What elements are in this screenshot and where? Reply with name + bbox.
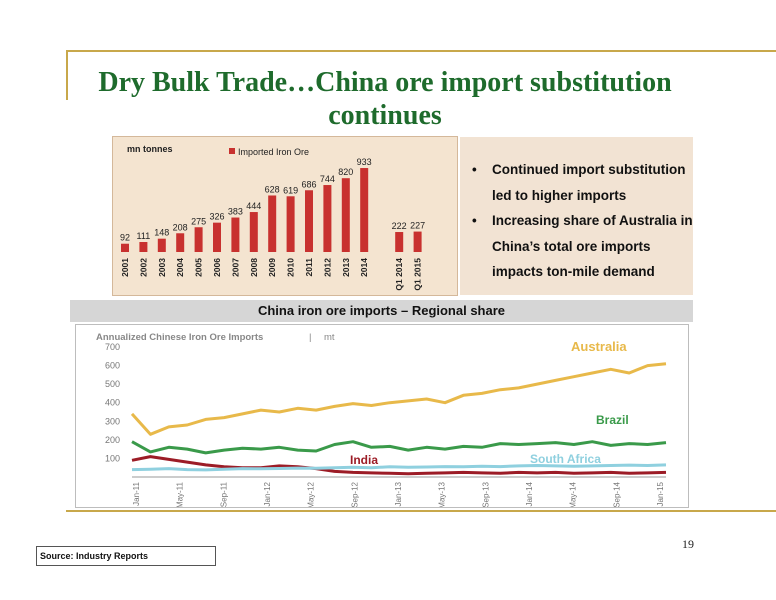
line-y-tick-label: 600 xyxy=(105,361,120,371)
bar-q1-2015 xyxy=(413,231,422,252)
series-label-australia: Australia xyxy=(571,339,627,354)
line-x-tick-label: Jan-13 xyxy=(394,481,403,506)
bar-data-label: 326 xyxy=(209,212,224,222)
bar-x-tick-label: 2008 xyxy=(249,258,259,277)
bar-data-label: 222 xyxy=(392,221,407,231)
series-line-india xyxy=(131,455,667,476)
series-label-brazil: Brazil xyxy=(596,413,629,427)
line-x-tick-label: Jan-14 xyxy=(525,481,534,506)
line-x-tick-label: May-14 xyxy=(569,481,578,507)
line-chart: Annualized Chinese Iron Ore Imports | mt 10… xyxy=(96,332,667,509)
bar-2003 xyxy=(157,238,166,252)
bar-x-tick-label: Q1 2014 xyxy=(394,258,404,291)
bar-x-tick-label: 2010 xyxy=(286,258,296,277)
bar-data-label: 820 xyxy=(338,167,353,177)
series-line-australia xyxy=(130,362,667,436)
bar-2005 xyxy=(194,227,203,252)
bar-x-tick-label: 2002 xyxy=(138,258,148,277)
line-x-tick-label: Sep-13 xyxy=(481,481,490,507)
bar-2013 xyxy=(341,178,350,252)
page-number: 19 xyxy=(682,537,694,551)
line-chart-title: Annualized Chinese Iron Ore Imports xyxy=(96,332,263,343)
line-y-tick-label: 100 xyxy=(105,453,120,463)
line-x-tick-label: May-13 xyxy=(438,481,447,507)
bullet-panel: Continued import substitution led to hig… xyxy=(460,137,693,295)
bar-data-label: 628 xyxy=(265,184,280,194)
bar-data-label: 275 xyxy=(191,216,206,226)
bar-data-label: 208 xyxy=(173,222,188,232)
series-label-india: India xyxy=(350,453,378,467)
line-y-tick-label: 300 xyxy=(105,416,120,426)
line-x-tick-label: Jan-11 xyxy=(132,481,141,505)
bar-chart-unit-label: mn tonnes xyxy=(127,144,173,154)
bar-x-tick-label: Q1 2015 xyxy=(413,258,423,291)
line-x-tick-label: May-11 xyxy=(176,481,185,507)
bar-x-tick-label: 2012 xyxy=(322,258,332,277)
bar-2004 xyxy=(176,233,185,252)
bar-legend-swatch xyxy=(229,148,235,154)
bar-data-label: 92 xyxy=(120,233,130,243)
bar-x-tick-label: 2003 xyxy=(157,258,167,277)
bar-2006 xyxy=(213,222,221,252)
bar-data-label: 111 xyxy=(137,231,151,241)
bar-data-label: 744 xyxy=(320,174,335,184)
bar-x-tick-label: 2004 xyxy=(175,258,185,277)
line-chart-panel: Annualized Chinese Iron Ore Imports | mt 10… xyxy=(75,324,689,509)
bar-2014 xyxy=(360,168,369,252)
series-line-south-africa xyxy=(131,463,667,472)
line-x-tick-label: Sep-14 xyxy=(612,481,621,507)
bar-2008 xyxy=(249,212,258,252)
bar-data-label: 148 xyxy=(154,228,169,238)
line-chart-separator: | xyxy=(309,332,311,343)
line-y-tick-label: 700 xyxy=(105,342,120,352)
regional-share-subtitle: China iron ore imports – Regional share xyxy=(70,300,693,322)
source-note: Source: Industry Reports xyxy=(36,546,216,566)
bar-2011 xyxy=(305,190,313,252)
decorative-vertical-rule xyxy=(66,50,68,100)
bar-data-label: 686 xyxy=(301,179,316,189)
line-y-tick-label: 200 xyxy=(105,435,120,445)
bar-2001 xyxy=(121,243,129,252)
line-x-tick-label: Sep-12 xyxy=(350,481,359,507)
bar-2012 xyxy=(323,185,332,252)
bar-x-tick-label: 2009 xyxy=(267,258,277,277)
bar-x-tick-label: 2006 xyxy=(212,258,222,277)
line-chart-unit: mt xyxy=(324,332,335,343)
decorative-top-rule xyxy=(66,50,776,52)
bullet-australia-share: Increasing share of Australia in China’s… xyxy=(470,208,693,285)
series-label-south-africa: South Africa xyxy=(530,452,601,466)
slide-title: Dry Bulk Trade…China ore import substitu… xyxy=(98,67,672,131)
line-x-tick-label: Jan-12 xyxy=(263,481,272,506)
series-line-brazil xyxy=(131,440,667,455)
bar-2009 xyxy=(268,195,277,252)
line-x-tick-label: Sep-11 xyxy=(219,481,228,507)
bar-q1-2014 xyxy=(395,232,404,252)
line-y-tick-label: 400 xyxy=(105,398,120,408)
line-x-tick-label: Jan-15 xyxy=(656,481,665,506)
bar-data-label: 383 xyxy=(228,207,243,217)
bar-x-tick-label: 2011 xyxy=(304,258,314,277)
bar-2007 xyxy=(231,217,240,252)
bar-data-label: 227 xyxy=(410,221,425,231)
bar-legend-label: Imported Iron Ore xyxy=(238,147,309,157)
bullet-import-substitution: Continued import substitution led to hig… xyxy=(470,157,693,208)
bar-x-tick-label: 2014 xyxy=(359,258,369,277)
bullet-list: Continued import substitution led to hig… xyxy=(460,137,693,285)
line-x-tick-label: May-12 xyxy=(307,481,316,507)
line-y-tick-label: 500 xyxy=(105,379,120,389)
decorative-bottom-rule xyxy=(66,510,776,512)
bar-x-tick-label: 2005 xyxy=(194,258,204,277)
bar-2010 xyxy=(286,196,295,252)
bar-data-label: 619 xyxy=(283,185,298,195)
bar-data-label: 444 xyxy=(246,201,261,211)
bar-2002 xyxy=(139,242,148,252)
bar-data-label: 933 xyxy=(357,157,372,167)
bar-x-tick-label: 2013 xyxy=(341,258,351,277)
bar-x-tick-label: 2001 xyxy=(120,258,130,277)
bar-x-tick-label: 2007 xyxy=(230,258,240,277)
